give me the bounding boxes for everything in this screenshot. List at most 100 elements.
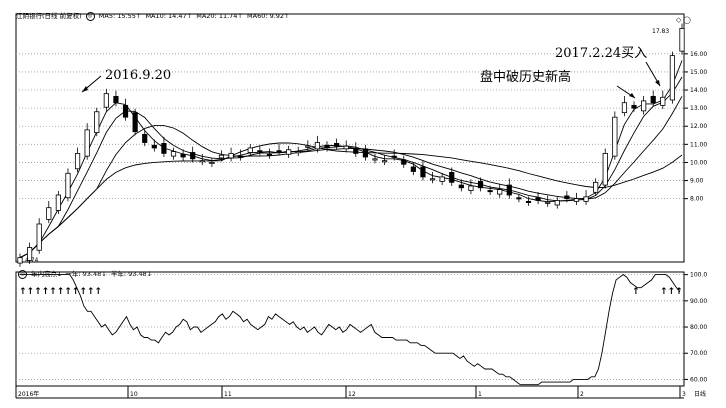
sub-y-tick-label: 70.00 xyxy=(690,350,707,357)
x-tick-label: 2016年 xyxy=(18,390,39,398)
candle-body xyxy=(669,55,676,101)
ma-line-ma20 xyxy=(19,96,683,259)
candle-body xyxy=(679,28,685,52)
candle-body xyxy=(573,198,580,202)
candle-body xyxy=(506,184,512,196)
arrow-head-1 xyxy=(82,86,88,92)
half-year-value: 半年: 93.48↓ xyxy=(110,270,153,278)
candle-body xyxy=(650,95,656,104)
candle-body xyxy=(449,171,455,183)
ma5-label: MA5: 15.55↑ xyxy=(98,12,142,20)
candle-body xyxy=(65,172,71,199)
moving-average-lines xyxy=(19,60,683,259)
candle-body xyxy=(593,181,599,193)
ma-line-ma60 xyxy=(19,142,683,259)
candle-body xyxy=(468,185,474,191)
annotation-2016-9-20: 2016.9.20 xyxy=(105,68,171,83)
candle-body xyxy=(305,145,311,148)
candle-body xyxy=(209,162,215,165)
sub-y-tick-label: 100.0 xyxy=(690,272,707,279)
candle-body xyxy=(487,190,493,193)
stock-title[interactable]: 江阴银行(日线 前复权) xyxy=(16,12,82,20)
candle-body xyxy=(161,143,167,154)
circle-marker: ◯ xyxy=(683,16,691,24)
indicator-circle-icon[interactable]: ◎ xyxy=(18,269,27,279)
candle-body xyxy=(276,150,282,153)
main-y-tick-label: 11.00 xyxy=(690,141,707,148)
candle-body xyxy=(391,155,397,158)
candle-body xyxy=(94,111,100,133)
candle-body xyxy=(142,133,148,143)
candle-body xyxy=(458,184,464,189)
candle-body xyxy=(583,196,589,202)
candle-body xyxy=(26,247,33,261)
indicator-name[interactable]: 年内高点1 xyxy=(31,270,62,278)
main-y-tick-label: 16.00 xyxy=(690,51,707,58)
candle-body xyxy=(113,95,119,104)
candle-body xyxy=(660,96,666,106)
candle-body xyxy=(564,195,570,200)
main-panel-border xyxy=(15,13,685,263)
candle-body xyxy=(190,152,196,160)
candle-body xyxy=(151,144,157,149)
one-year-value: 一年: 93.48↓ xyxy=(65,270,107,278)
candle-body xyxy=(180,153,186,158)
year-high-arrow-marks: ↑↑↑↑↑↑↑↑↑↑↑ xyxy=(19,287,102,297)
sub-grid xyxy=(16,274,684,380)
x-axis: 2016年 10 11 12 1 2 3 日线 xyxy=(15,386,706,398)
x-tick-label: 1 xyxy=(478,391,482,398)
candle-body xyxy=(477,181,484,189)
candle-body xyxy=(372,158,378,161)
main-y-tick-label: 14.00 xyxy=(690,87,707,94)
candle-body xyxy=(439,176,445,182)
candle-body xyxy=(247,147,253,153)
candle-body xyxy=(621,102,628,114)
main-y-tick-label: 8.00 xyxy=(690,196,704,203)
ma60-label: MA60: 9.92↑ xyxy=(247,12,290,20)
ma10-label: MA10: 14.47↑ xyxy=(145,12,193,20)
candle-body xyxy=(132,112,138,133)
candle-body xyxy=(381,160,388,163)
candle-body xyxy=(314,142,321,150)
annotation-new-high: 盘中破历史新高 xyxy=(480,69,571,85)
candle-body xyxy=(46,207,52,220)
x-tick-label: 3 xyxy=(682,391,686,398)
sub-panel-border xyxy=(15,271,685,387)
candle-body xyxy=(286,149,292,155)
candle-body xyxy=(353,148,359,154)
year-high-line xyxy=(20,274,681,386)
indicator-line: ↑ ↑↑↑ xyxy=(20,274,683,386)
x-tick-label: 11 xyxy=(224,391,232,398)
arrow-head-2 xyxy=(655,80,660,86)
main-y-axis: 8.00 9.00 10.00 11.00 12.00 13.00 14.00 15.00 16… xyxy=(684,51,707,203)
candle-body xyxy=(84,129,90,157)
candle-body xyxy=(36,223,42,251)
candle-body xyxy=(362,148,368,158)
candle-body xyxy=(612,116,618,157)
candle-body xyxy=(525,200,532,203)
candle-body xyxy=(631,105,637,109)
candle-body xyxy=(334,143,340,147)
main-y-tick-label: 12.00 xyxy=(690,123,707,130)
candle-body xyxy=(122,105,129,118)
ma-line-ma5 xyxy=(19,60,683,259)
x-axis-suffix: 日线 xyxy=(694,390,706,398)
x-tick-label: 12 xyxy=(348,391,356,398)
candle-body xyxy=(429,178,436,181)
settings-circle-icon[interactable]: ◎ xyxy=(85,11,95,21)
high-price-label: 17.83 xyxy=(652,28,669,35)
candle-body xyxy=(535,197,541,201)
candlesticks xyxy=(17,23,685,267)
ma20-label: MA20: 11.74↑ xyxy=(196,12,243,20)
main-y-tick-label: 10.00 xyxy=(690,159,707,166)
high-arrow-mark: ↑↑↑ xyxy=(660,287,683,297)
candle-body xyxy=(257,150,263,153)
low-price-label: 4.74 xyxy=(25,257,39,264)
candle-body xyxy=(103,93,109,108)
arrow-head-3 xyxy=(629,93,635,98)
sub-y-tick-label: 80.00 xyxy=(690,324,707,331)
candle-body xyxy=(17,257,23,264)
main-y-tick-label: 13.00 xyxy=(690,105,707,112)
